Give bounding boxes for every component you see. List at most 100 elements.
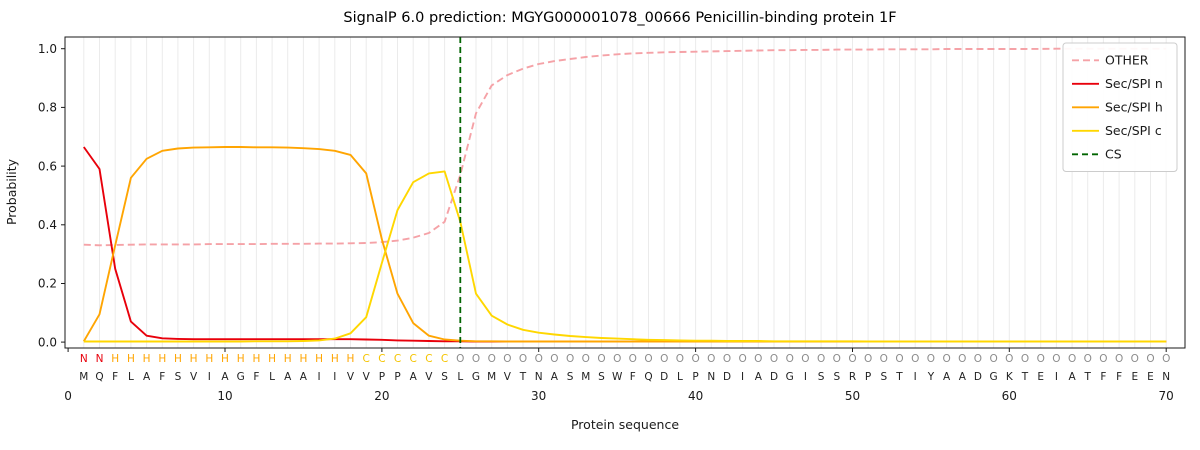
- legend-label: CS: [1105, 147, 1122, 162]
- y-tick-label: 0.8: [38, 101, 57, 115]
- region-letter: C: [394, 353, 401, 365]
- region-letter: C: [425, 353, 432, 365]
- region-letter: O: [927, 353, 935, 365]
- sequence-letter: S: [567, 371, 574, 383]
- region-letter: O: [989, 353, 997, 365]
- sequence-letter: D: [770, 371, 778, 383]
- legend-label: Sec/SPI n: [1105, 76, 1163, 91]
- region-letter: O: [1021, 353, 1029, 365]
- x-axis-label: Protein sequence: [571, 417, 679, 432]
- y-tick-label: 0.4: [38, 218, 57, 232]
- sequence-letter: F: [159, 371, 165, 383]
- sequence-letter: N: [1162, 371, 1170, 383]
- region-letter: O: [974, 353, 982, 365]
- sequence-letter: A: [284, 371, 292, 383]
- y-tick-label: 0.6: [38, 159, 57, 173]
- sequence-letter: L: [269, 371, 275, 383]
- sequence-letter: L: [128, 371, 134, 383]
- sequence-letter: P: [692, 371, 698, 383]
- sequence-letter: A: [943, 371, 951, 383]
- sequence-letter: A: [551, 371, 559, 383]
- region-letter: O: [754, 353, 762, 365]
- region-letter: O: [676, 353, 684, 365]
- sequence-letter: K: [1006, 371, 1014, 383]
- region-letter: N: [80, 353, 88, 365]
- series-line-sec-spi-h: [82, 146, 1167, 343]
- region-letter: O: [582, 353, 590, 365]
- y-tick-label: 0.2: [38, 277, 57, 291]
- region-letter: O: [519, 353, 527, 365]
- sequence-letter: S: [833, 371, 840, 383]
- region-letter: O: [817, 353, 825, 365]
- sequence-letter: V: [504, 371, 512, 383]
- x-tick-label: 20: [374, 389, 389, 403]
- sequence-letter: F: [253, 371, 259, 383]
- y-axis-label: Probability: [4, 158, 19, 225]
- region-letter: H: [237, 353, 245, 365]
- sequence-letter: E: [1131, 371, 1138, 383]
- sequence-letter: Y: [927, 371, 935, 383]
- region-letter: O: [911, 353, 919, 365]
- sequence-letter: L: [457, 371, 463, 383]
- x-tick-label: 40: [688, 389, 703, 403]
- sequence-letter: A: [300, 371, 308, 383]
- sequence-letter: F: [112, 371, 118, 383]
- sequence-letter: G: [237, 371, 245, 383]
- region-letter: C: [378, 353, 385, 365]
- sequence-letter: V: [363, 371, 371, 383]
- region-letter: O: [644, 353, 652, 365]
- sequence-letter: T: [895, 371, 903, 383]
- region-letter: O: [488, 353, 496, 365]
- region-letter: H: [268, 353, 276, 365]
- region-letter: H: [284, 353, 292, 365]
- sequence-letter: S: [175, 371, 182, 383]
- legend-label: Sec/SPI c: [1105, 123, 1162, 138]
- region-letter: H: [331, 353, 339, 365]
- region-letter: O: [503, 353, 511, 365]
- sequence-letter: F: [1100, 371, 1106, 383]
- x-axis-ticks: 0 10 20 30 40 50 60 70: [64, 348, 1174, 403]
- sequence-letter: V: [190, 371, 198, 383]
- x-tick-label: 0: [64, 389, 72, 403]
- x-tick-label: 50: [845, 389, 860, 403]
- sequence-letter: M: [487, 371, 496, 383]
- legend-box: [1062, 42, 1178, 172]
- region-letter: O: [786, 353, 794, 365]
- sequence-letter: F: [630, 371, 636, 383]
- sequence-letter: V: [347, 371, 355, 383]
- region-letter: H: [221, 353, 229, 365]
- sequence-letter: V: [425, 371, 433, 383]
- sequence-letter: N: [535, 371, 543, 383]
- region-letter: H: [252, 353, 260, 365]
- series-line-other: [83, 47, 1167, 247]
- region-letter: O: [550, 353, 558, 365]
- x-tick-label: 60: [1002, 389, 1017, 403]
- region-letter: C: [441, 353, 448, 365]
- sequence-letter: Q: [95, 371, 103, 383]
- region-letter: O: [1037, 353, 1045, 365]
- region-letter: H: [315, 353, 323, 365]
- region-letter: O: [942, 353, 950, 365]
- chart-title: SignalP 6.0 prediction: MGYG000001078_00…: [343, 10, 896, 26]
- region-letter: O: [723, 353, 731, 365]
- region-letter: O: [660, 353, 668, 365]
- region-letter: O: [1146, 353, 1154, 365]
- region-letter: O: [1052, 353, 1060, 365]
- region-letter: O: [1162, 353, 1170, 365]
- region-letter: H: [143, 353, 151, 365]
- region-letter: O: [1099, 353, 1107, 365]
- region-letter: H: [127, 353, 135, 365]
- plot-gridlines: [83, 37, 1167, 348]
- plot-border: [64, 36, 1186, 349]
- region-letter: H: [158, 353, 166, 365]
- sequence-letter: A: [410, 371, 418, 383]
- y-axis-ticks: 0.0 0.2 0.4 0.6 0.8 1.0: [38, 42, 65, 349]
- legend: OTHER Sec/SPI n Sec/SPI h Sec/SPI c CS: [1062, 42, 1178, 172]
- sequence-letter: G: [990, 371, 998, 383]
- sequence-letter: G: [786, 371, 794, 383]
- region-letter: H: [111, 353, 119, 365]
- region-letter: H: [205, 353, 213, 365]
- region-letter: H: [190, 353, 198, 365]
